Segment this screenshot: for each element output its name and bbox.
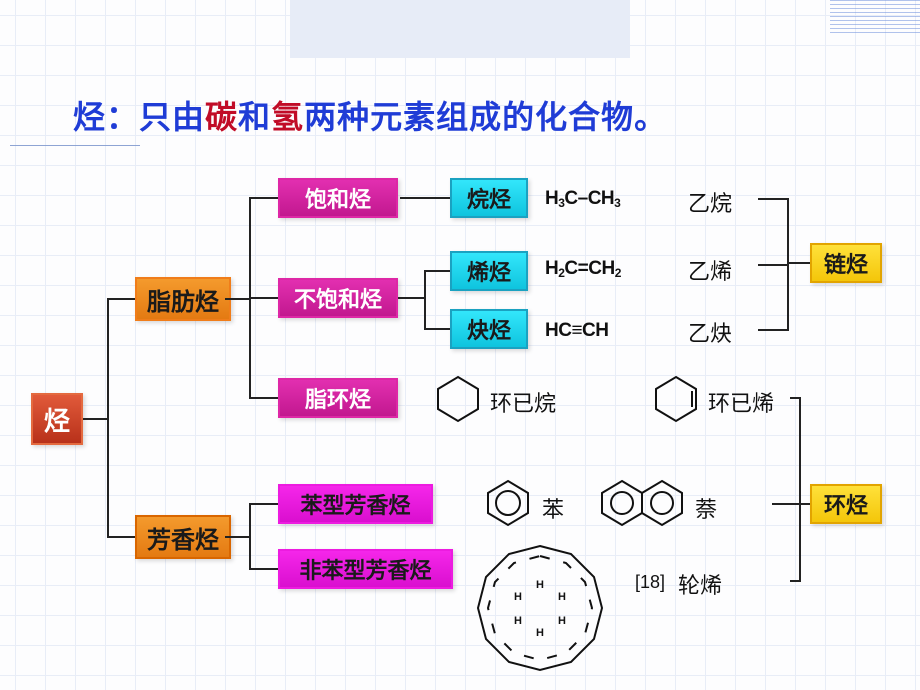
struct-benzene	[482, 477, 534, 529]
node-alkene: 烯烃	[450, 251, 528, 291]
struct-cyclohexane	[432, 374, 484, 424]
label-annulene: 轮烯	[678, 568, 722, 600]
svg-text:H: H	[536, 627, 544, 639]
node-chain: 链烃	[810, 243, 882, 283]
label-cyclohexene: 环已烯	[708, 386, 774, 418]
label-benzene: 苯	[542, 492, 564, 524]
label-annulene-prefix: [18]	[635, 572, 665, 593]
diagram-canvas: 烃 脂肪烃 芳香烃 饱和烃 不饱和烃 脂环烃 苯型芳香烃 非苯型芳香烃 烷烃 烯…	[0, 0, 920, 690]
node-aliphatic: 脂肪烃	[135, 277, 231, 321]
svg-text:H: H	[558, 615, 566, 627]
node-unsaturated: 不饱和烃	[278, 278, 398, 318]
formula-ethyne: HC≡CH	[545, 320, 608, 342]
node-benzenoid: 苯型芳香烃	[278, 484, 433, 524]
label-cyclohexane: 环已烷	[490, 386, 556, 418]
node-saturated: 饱和烃	[278, 178, 398, 218]
struct-naphthalene	[598, 477, 688, 529]
label-ethene: 乙烯	[688, 254, 732, 286]
label-ethane: 乙烷	[688, 186, 732, 218]
node-root: 烃	[31, 393, 83, 445]
node-aromatic: 芳香烃	[135, 515, 231, 559]
node-alkane: 烷烃	[450, 178, 528, 218]
svg-text:H: H	[536, 579, 544, 591]
label-ethyne: 乙炔	[688, 316, 732, 348]
node-nonbenzenoid: 非苯型芳香烃	[278, 549, 453, 589]
struct-cyclohexene	[650, 374, 702, 424]
struct-annulene: H H H H H H	[460, 530, 620, 685]
node-alkyne: 炔烃	[450, 309, 528, 349]
formula-ethene: H2C=CH2	[545, 258, 621, 280]
svg-text:H: H	[558, 591, 566, 603]
formula-ethane: H3C–CH3	[545, 188, 620, 210]
svg-text:H: H	[514, 615, 522, 627]
label-naphthalene: 萘	[695, 492, 717, 524]
node-alicyclic: 脂环烃	[278, 378, 398, 418]
node-cyclic: 环烃	[810, 484, 882, 524]
svg-text:H: H	[514, 591, 522, 603]
